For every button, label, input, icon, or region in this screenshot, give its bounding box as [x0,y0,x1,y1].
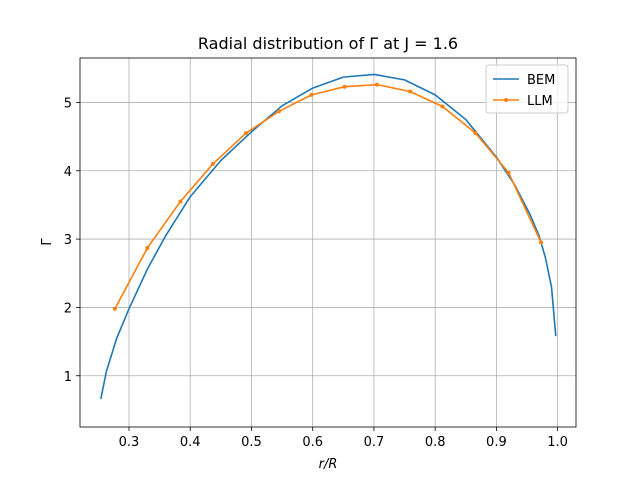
data-point-llm [408,89,413,94]
x-tick-label: 0.7 [364,435,385,450]
data-point-llm [243,131,248,136]
y-tick-label: 5 [64,96,72,111]
data-point-llm [506,170,511,175]
data-point-llm [440,104,445,109]
legend: BEM LLM [485,64,569,114]
data-point-llm [145,245,150,250]
data-point-llm [342,84,347,89]
data-point-llm [178,199,183,204]
grid [80,58,576,427]
data-point-llm [112,306,117,311]
x-tick-label: 0.3 [119,435,140,450]
x-axis-title: r/R [319,457,338,472]
series-layer [100,73,557,400]
ticks: 0.3 0.4 0.5 0.6 0.7 0.8 0.9 1.0 1 2 3 4 5 [64,96,568,450]
data-point-llm [277,109,282,114]
y-tick-label: 2 [64,301,72,316]
y-tick-label: 3 [64,233,72,248]
data-point-llm [210,161,215,166]
legend-label-bem: BEM [527,73,555,88]
x-tick-label: 0.9 [486,435,507,450]
y-tick-label: 1 [64,370,72,385]
y-axis-title: Γ [40,238,55,246]
data-point-llm [473,131,478,136]
legend-label-llm: LLM [527,94,553,109]
x-tick-label: 1.0 [547,435,568,450]
data-point-llm [309,92,314,97]
series-line-bem [100,73,557,400]
x-tick-label: 0.8 [425,435,446,450]
x-tick-label: 0.4 [180,435,201,450]
x-tick-label: 0.6 [302,435,323,450]
chart-title: Radial distribution of Γ at J = 1.6 [198,34,458,53]
plot-frame [79,57,577,428]
x-tick-label: 0.5 [241,435,262,450]
data-point-llm [374,82,379,87]
series-line-llm [114,83,542,310]
legend-marker [504,98,508,102]
data-point-llm [539,240,544,245]
y-tick-label: 4 [64,165,72,180]
